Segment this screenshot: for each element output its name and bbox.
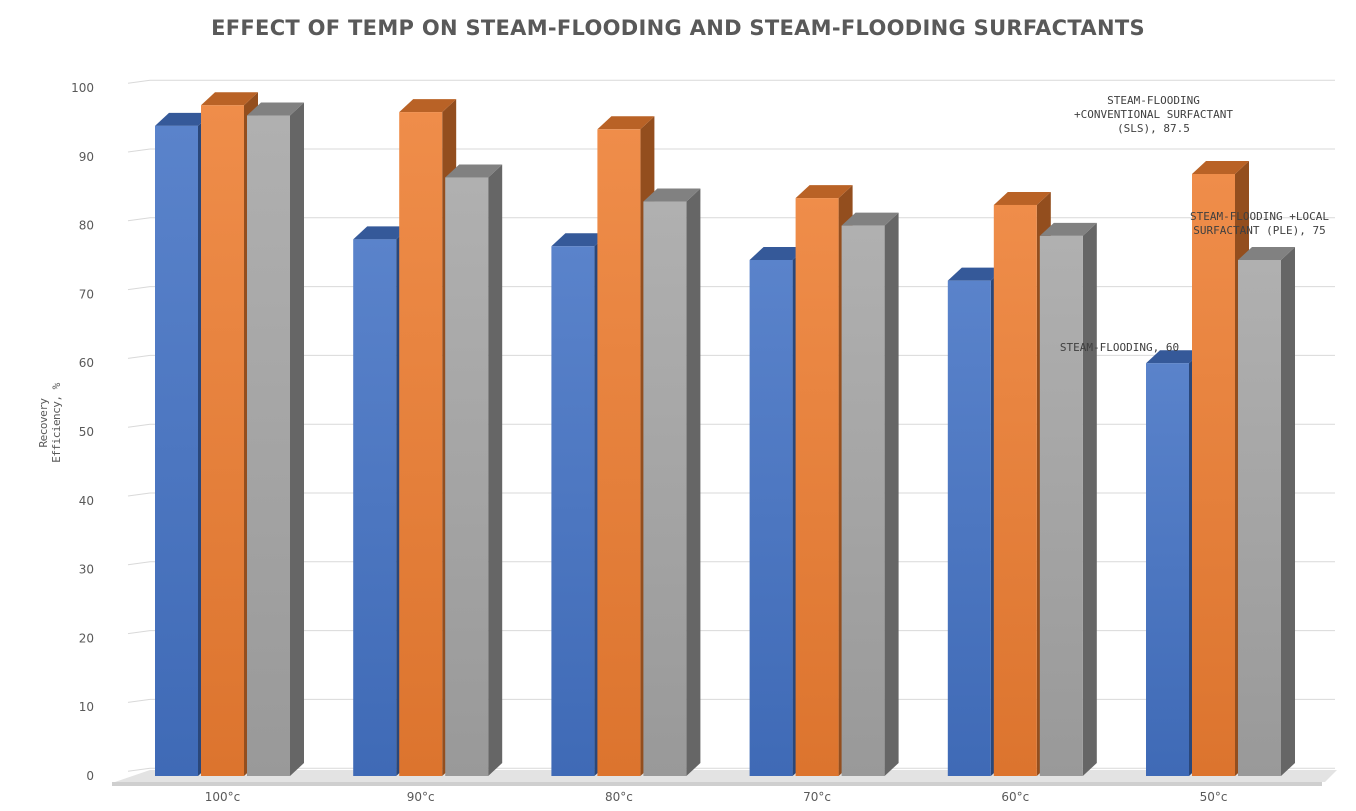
bar-top bbox=[1238, 247, 1295, 260]
y-tick-label: 30 bbox=[79, 563, 94, 577]
gridline-diag bbox=[127, 767, 151, 772]
bar bbox=[749, 260, 793, 776]
gridline-diag bbox=[127, 423, 151, 428]
bar bbox=[1146, 363, 1189, 776]
bar-top bbox=[399, 99, 457, 113]
data-label: STEAM-FLOODING bbox=[1107, 94, 1200, 107]
bar-top bbox=[597, 116, 655, 130]
bar-side bbox=[1082, 222, 1097, 777]
bar bbox=[1039, 235, 1083, 777]
bar-side bbox=[488, 164, 503, 776]
bar bbox=[841, 225, 885, 777]
bar bbox=[1238, 260, 1281, 776]
bar-top bbox=[1192, 161, 1249, 174]
x-tick-label: 60°c bbox=[1001, 790, 1029, 804]
gridline-diag bbox=[127, 286, 151, 291]
x-tick-label: 80°c bbox=[605, 790, 633, 804]
bar bbox=[643, 201, 687, 776]
y-tick-label: 80 bbox=[79, 219, 94, 233]
bar-top bbox=[795, 185, 853, 199]
y-tick-label: 40 bbox=[79, 494, 94, 508]
data-label: (SLS), 87.5 bbox=[1117, 122, 1190, 135]
x-tick-label: 90°c bbox=[407, 790, 435, 804]
gridline-diag bbox=[127, 217, 151, 222]
bar bbox=[399, 112, 443, 776]
bar-top bbox=[551, 233, 609, 247]
y-tick-label: 60 bbox=[79, 356, 94, 370]
y-tick-label: 70 bbox=[79, 287, 94, 301]
bar-side bbox=[884, 212, 899, 777]
data-label: STEAM-FLOODING +LOCAL bbox=[1190, 210, 1329, 223]
bar-side bbox=[686, 188, 701, 776]
bar-top bbox=[1146, 350, 1203, 364]
bar bbox=[993, 204, 1037, 776]
bar-top bbox=[1039, 222, 1097, 236]
bar bbox=[947, 280, 991, 776]
bar-top bbox=[841, 212, 899, 226]
bar-top bbox=[201, 92, 258, 106]
gridline-diag bbox=[127, 630, 151, 635]
bar-top bbox=[993, 191, 1051, 205]
bar bbox=[597, 129, 641, 776]
floor-edge bbox=[112, 782, 1322, 786]
y-tick-label: 0 bbox=[86, 769, 94, 783]
gridline-diag bbox=[127, 148, 151, 153]
bar bbox=[445, 177, 489, 776]
data-label: STEAM-FLOODING, 60 bbox=[1060, 341, 1179, 354]
bar-top bbox=[445, 164, 503, 178]
bar bbox=[155, 125, 198, 777]
x-tick-label: 100°c bbox=[205, 790, 241, 804]
data-label: +CONVENTIONAL SURFACTANT bbox=[1074, 108, 1233, 121]
data-label: SURFACTANT (PLE), 75 bbox=[1193, 224, 1325, 237]
gridline-diag bbox=[127, 698, 151, 703]
gridline-diag bbox=[127, 561, 151, 566]
bar-top bbox=[353, 226, 411, 240]
bar-top bbox=[749, 247, 807, 260]
bar-side bbox=[1281, 247, 1295, 776]
y-tick-label: 20 bbox=[79, 631, 94, 645]
y-tick-label: 50 bbox=[79, 425, 94, 439]
bar-top bbox=[947, 267, 1005, 281]
y-tick-label: 100 bbox=[71, 81, 94, 95]
bar bbox=[353, 239, 397, 777]
bar-top bbox=[247, 102, 304, 116]
x-tick-label: 50°c bbox=[1200, 790, 1228, 804]
bar-top bbox=[643, 188, 701, 202]
gridline-diag bbox=[127, 354, 151, 359]
bar-side bbox=[290, 102, 304, 776]
bar-top bbox=[155, 112, 212, 126]
bar bbox=[1192, 174, 1235, 776]
y-tick-label: 90 bbox=[79, 150, 94, 164]
bar bbox=[247, 115, 290, 776]
bar bbox=[795, 198, 839, 776]
bar bbox=[551, 246, 595, 777]
gridline-diag bbox=[127, 79, 151, 84]
gridline-diag bbox=[127, 492, 151, 497]
y-tick-label: 10 bbox=[79, 700, 94, 714]
chart-title: EFFECT OF TEMP ON STEAM-FLOODING AND STE… bbox=[211, 16, 1145, 40]
x-tick-label: 70°c bbox=[803, 790, 831, 804]
bar bbox=[201, 105, 244, 776]
